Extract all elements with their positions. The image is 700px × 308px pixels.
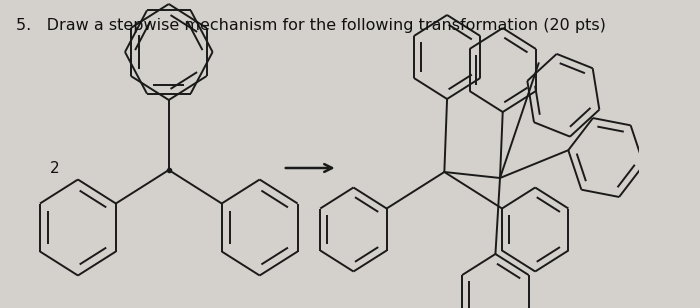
Text: 5.   Draw a stepwise mechanism for the following transformation (20 pts): 5. Draw a stepwise mechanism for the fol… — [16, 18, 606, 33]
Text: 2: 2 — [50, 160, 60, 176]
